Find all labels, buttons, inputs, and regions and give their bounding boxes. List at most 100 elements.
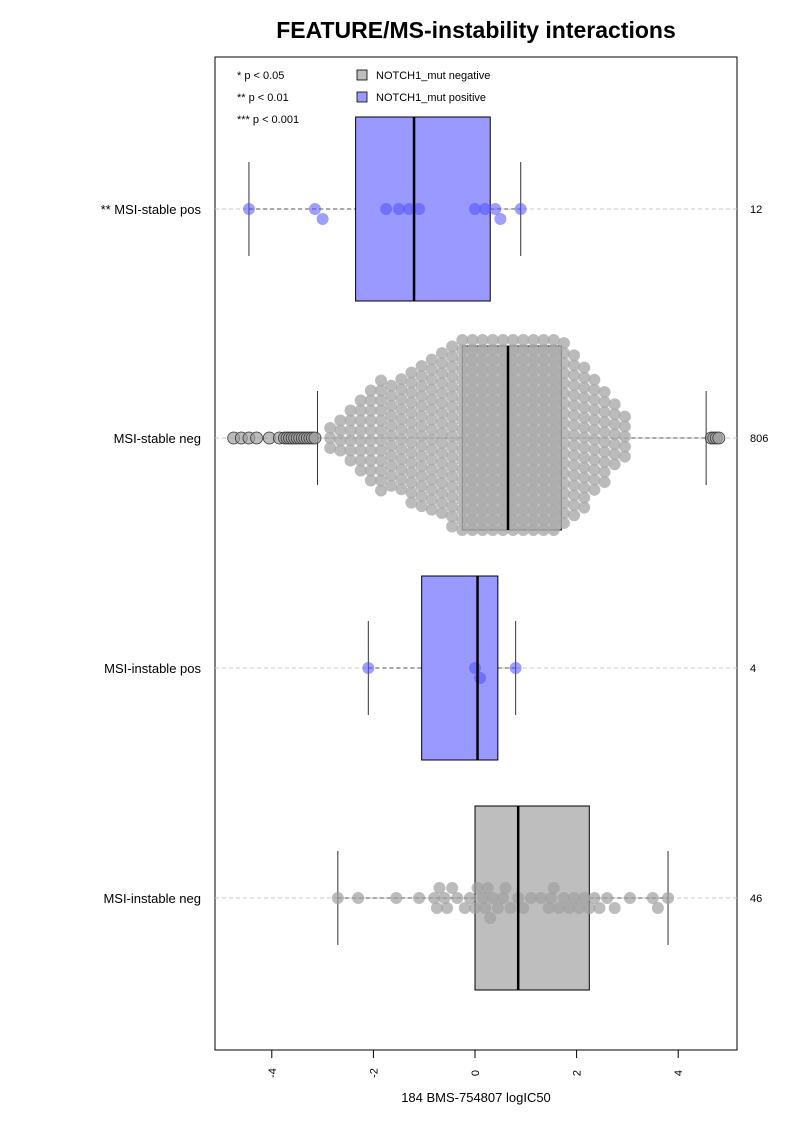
data-point bbox=[517, 474, 530, 486]
data-point bbox=[608, 408, 621, 421]
data-point bbox=[547, 334, 560, 346]
data-point bbox=[466, 464, 479, 476]
data-point bbox=[476, 484, 489, 496]
data-point bbox=[456, 384, 469, 396]
data-point bbox=[476, 514, 489, 526]
data-point bbox=[415, 500, 428, 513]
data-point bbox=[395, 373, 408, 386]
data-point bbox=[608, 902, 621, 914]
data-point bbox=[375, 444, 388, 457]
data-point bbox=[486, 354, 499, 366]
data-point bbox=[430, 902, 443, 914]
data-point bbox=[547, 474, 560, 486]
data-point bbox=[507, 354, 520, 366]
data-point bbox=[435, 497, 448, 510]
data-point bbox=[476, 454, 489, 466]
data-point bbox=[476, 404, 489, 416]
data-point bbox=[324, 422, 337, 434]
data-point bbox=[456, 474, 469, 486]
data-point bbox=[578, 461, 591, 474]
data-point bbox=[499, 882, 512, 894]
data-point bbox=[608, 438, 621, 451]
data-point bbox=[568, 419, 581, 432]
data-point bbox=[476, 444, 489, 456]
data-point bbox=[507, 514, 520, 526]
data-point bbox=[425, 423, 438, 436]
data-point bbox=[395, 443, 408, 456]
data-point bbox=[413, 892, 426, 904]
data-point bbox=[578, 381, 591, 394]
data-point bbox=[517, 434, 530, 446]
data-point bbox=[557, 477, 570, 490]
data-point bbox=[517, 514, 530, 526]
data-point bbox=[486, 524, 499, 536]
data-point bbox=[623, 892, 636, 904]
data-point bbox=[405, 376, 418, 389]
data-point bbox=[507, 414, 520, 426]
data-point bbox=[392, 203, 405, 215]
data-point bbox=[405, 426, 418, 439]
data-point bbox=[568, 489, 581, 502]
data-point bbox=[557, 377, 570, 390]
data-point bbox=[578, 491, 591, 504]
data-point bbox=[517, 444, 530, 456]
data-point bbox=[527, 514, 540, 526]
data-point bbox=[395, 423, 408, 436]
data-point bbox=[486, 384, 499, 396]
data-point bbox=[354, 424, 367, 437]
data-point bbox=[557, 517, 570, 530]
data-point bbox=[527, 374, 540, 386]
data-point bbox=[476, 424, 489, 436]
data-point bbox=[537, 504, 550, 516]
data-point bbox=[507, 494, 520, 506]
data-point bbox=[415, 460, 428, 473]
data-point bbox=[562, 902, 575, 914]
data-point bbox=[496, 474, 509, 486]
data-point bbox=[496, 364, 509, 376]
data-point bbox=[456, 394, 469, 406]
data-point bbox=[527, 524, 540, 536]
data-point bbox=[486, 414, 499, 426]
data-point bbox=[527, 504, 540, 516]
data-point bbox=[435, 427, 448, 440]
data-point bbox=[435, 467, 448, 480]
data-point bbox=[517, 454, 530, 466]
data-point bbox=[466, 514, 479, 526]
data-point bbox=[428, 892, 441, 904]
data-point bbox=[456, 354, 469, 366]
data-point bbox=[479, 203, 492, 215]
data-point bbox=[608, 398, 621, 411]
data-point bbox=[588, 473, 601, 486]
data-point bbox=[537, 374, 550, 386]
data-point bbox=[456, 484, 469, 496]
data-point bbox=[537, 344, 550, 356]
data-point bbox=[598, 456, 611, 469]
data-point bbox=[568, 509, 581, 522]
data-point bbox=[527, 344, 540, 356]
data-point bbox=[593, 902, 606, 914]
data-point bbox=[547, 424, 560, 436]
data-point bbox=[486, 892, 499, 904]
data-point bbox=[344, 414, 357, 427]
data-point bbox=[542, 902, 555, 914]
data-point bbox=[456, 334, 469, 346]
data-point bbox=[537, 404, 550, 416]
data-point bbox=[415, 370, 428, 383]
data-point bbox=[466, 474, 479, 486]
data-point bbox=[527, 474, 540, 486]
data-point bbox=[354, 404, 367, 417]
data-point bbox=[425, 503, 438, 516]
legend-label: NOTCH1_mut positive bbox=[376, 92, 486, 104]
data-point bbox=[537, 334, 550, 346]
data-point bbox=[476, 374, 489, 386]
data-point bbox=[435, 367, 448, 380]
gridlines bbox=[215, 208, 737, 899]
data-point bbox=[456, 424, 469, 436]
data-point bbox=[476, 524, 489, 536]
data-point bbox=[618, 420, 631, 433]
data-point bbox=[527, 444, 540, 456]
data-point bbox=[476, 434, 489, 446]
data-point bbox=[466, 394, 479, 406]
data-point bbox=[446, 430, 459, 443]
data-point bbox=[425, 433, 438, 446]
